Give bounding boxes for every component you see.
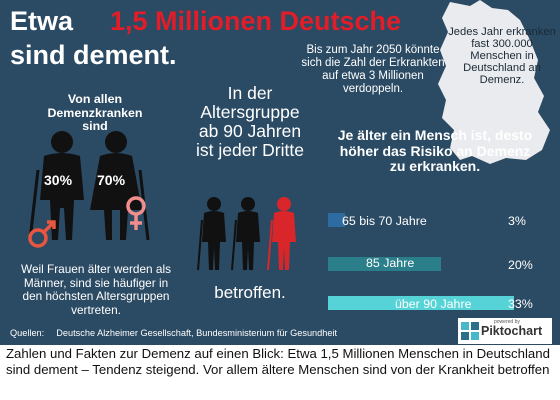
female-percentage: 70% (97, 172, 126, 188)
age90-footer: betroffen. (214, 283, 286, 302)
risk-label-65-70: 65 bis 70 Jahre (342, 214, 427, 228)
risk-value-90-plus: 33% (508, 297, 533, 311)
germany-map-icon (438, 0, 550, 164)
title-prefix: Etwa (10, 6, 74, 36)
risk-bar-85 (328, 257, 441, 271)
title-highlight: 1,5 Millionen Deutsche (110, 6, 402, 36)
risk-value-85: 20% (508, 258, 533, 272)
risk-label-90-plus: über 90 Jahre (395, 297, 472, 311)
piktochart-mark-icon (461, 322, 479, 340)
projection-text: Bis zum Jahr 2050 könnte sich die Zahl d… (301, 44, 445, 95)
image-caption: Zahlen und Fakten zur Demenz auf einen B… (6, 346, 550, 377)
three-elderly-people-icon (197, 197, 296, 271)
female-symbol-icon (126, 196, 146, 230)
sources: Quellen: Deutsche Alzheimer Gesellschaft,… (10, 328, 337, 338)
risk-label-85: 85 Jahre (366, 256, 415, 270)
sources-text: Deutsche Alzheimer Gesellschaft, Bundesm… (56, 328, 338, 338)
title-line2: sind dement. (10, 40, 177, 70)
logo-name: Piktochart (481, 324, 543, 338)
risk-heading: Je älter ein Mensch ist, desto höher das… (337, 127, 533, 174)
age90-heading: In der Altersgruppe ab 90 Jahren ist jed… (196, 83, 304, 160)
male-symbol-icon (28, 220, 56, 248)
infographic: Etwa 1,5 Millionen Deutsche sind dement.… (0, 0, 560, 345)
women-note: Weil Frauen älter werden als Männer, sin… (21, 262, 171, 317)
risk-bar-90-plus (328, 296, 514, 310)
yearly-text: Jedes Jahr erkranken fast 300.000 Mensch… (448, 26, 556, 86)
elderly-couple-icon (28, 131, 150, 248)
piktochart-logo[interactable]: powered by Piktochart (458, 318, 552, 344)
sources-label: Quellen: (10, 328, 45, 338)
women-heading: Von allen Demenzkranken sind (47, 92, 143, 133)
risk-value-65-70: 3% (508, 214, 526, 228)
risk-bar-65-70 (328, 213, 345, 227)
logo-powered-by: powered by (494, 319, 520, 325)
male-percentage: 30% (44, 172, 73, 188)
